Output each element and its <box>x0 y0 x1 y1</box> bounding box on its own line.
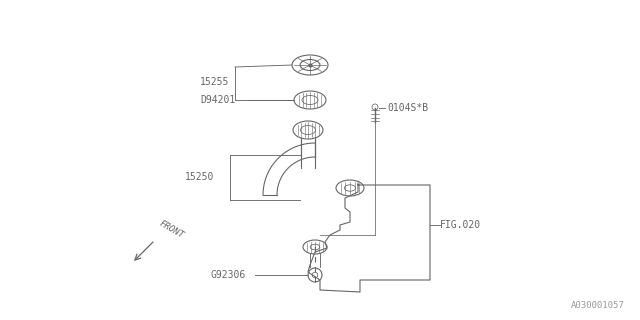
Text: A030001057: A030001057 <box>572 301 625 310</box>
Text: 15250: 15250 <box>185 172 214 182</box>
Text: 0104S*B: 0104S*B <box>387 103 428 113</box>
Text: FRONT: FRONT <box>158 219 186 240</box>
Text: D94201: D94201 <box>200 95 236 105</box>
Text: FIG.020: FIG.020 <box>440 220 481 230</box>
Text: G92306: G92306 <box>210 270 245 280</box>
Text: 15255: 15255 <box>200 77 229 87</box>
